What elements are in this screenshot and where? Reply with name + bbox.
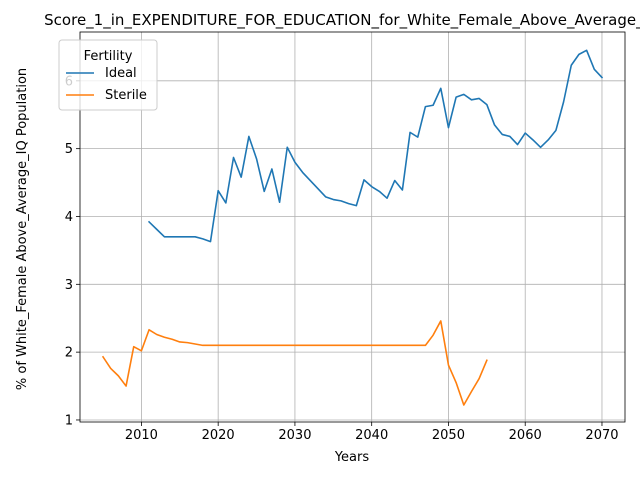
series-line-sterile (101, 320, 488, 406)
x-tick-label: 2040 (355, 428, 388, 443)
series-line-ideal (147, 49, 604, 243)
legend-label-ideal: Ideal (105, 66, 137, 81)
x-axis-title: Years (334, 450, 370, 465)
legend-items: Ideal Sterile (66, 66, 147, 103)
y-axis-title: % of White_Female Above_Average_IQ Popul… (15, 68, 30, 390)
y-tick-label: 3 (65, 278, 73, 293)
chart-title: Score_1_in_EXPENDITURE_FOR_EDUCATION_for… (44, 11, 640, 30)
x-tick-label: 2010 (125, 428, 158, 443)
grid (80, 32, 625, 422)
legend-label-sterile: Sterile (105, 88, 147, 103)
series-lines (101, 49, 604, 406)
y-tick-label: 4 (65, 210, 73, 225)
plot-frame (79, 31, 626, 423)
x-tick-label: 2060 (509, 428, 542, 443)
legend-box (58, 39, 158, 111)
legend: Fertility Ideal Sterile (58, 39, 158, 111)
y-tick-label: 1 (65, 413, 73, 428)
x-tick-label: 2050 (432, 428, 465, 443)
x-tick-label: 2030 (278, 428, 311, 443)
legend-title: Fertility (84, 49, 133, 64)
x-tick-label: 2020 (202, 428, 235, 443)
y-tick-label: 5 (65, 142, 73, 157)
x-tick-label: 2070 (585, 428, 618, 443)
y-tick-label: 2 (65, 346, 73, 361)
